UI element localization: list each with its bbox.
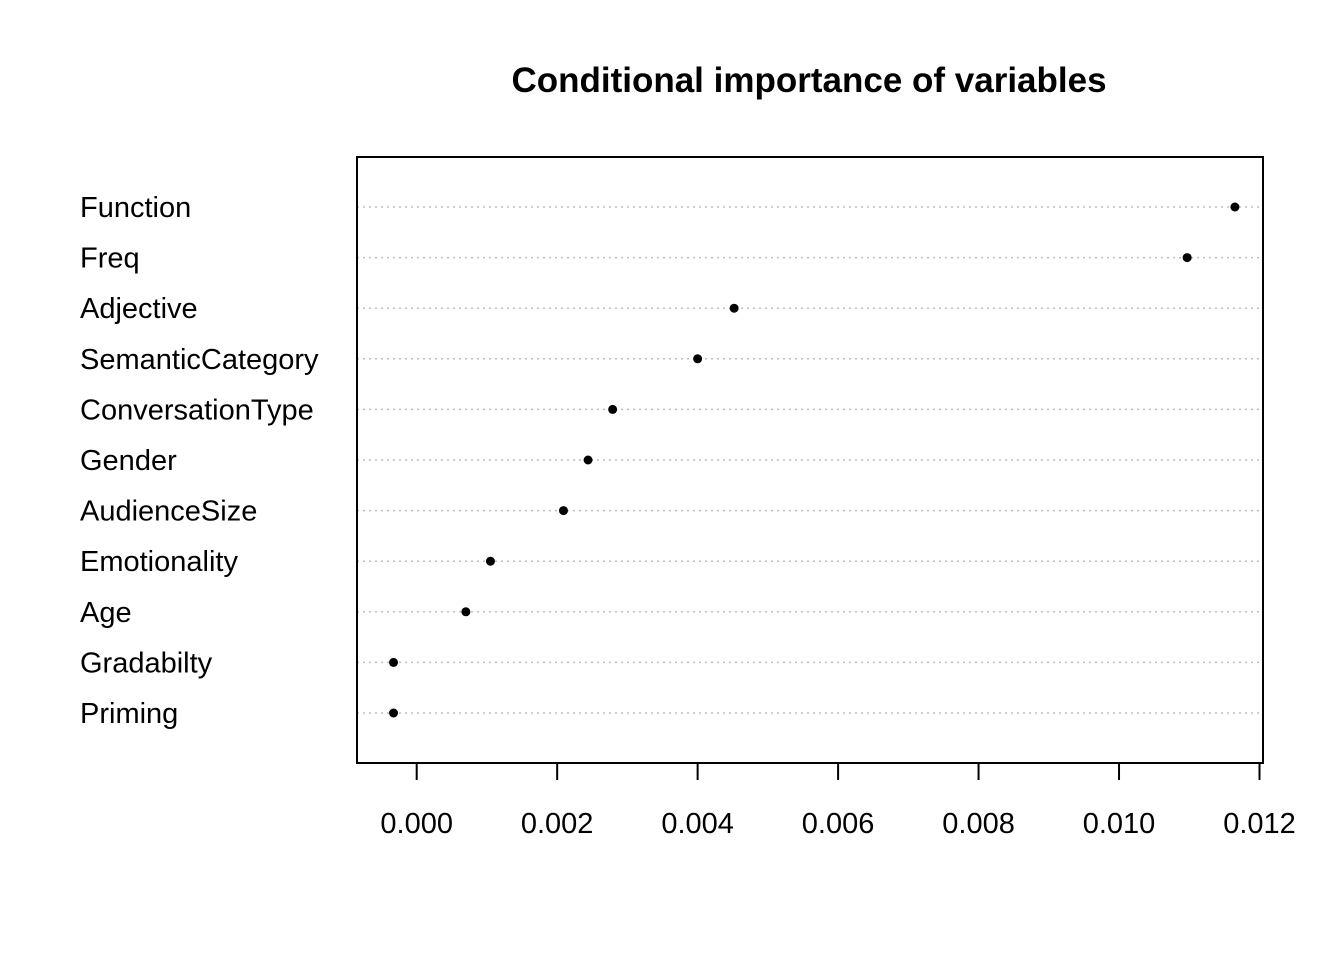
data-point	[1230, 203, 1239, 212]
variable-label: ConversationType	[80, 394, 314, 426]
variable-label: Priming	[80, 698, 178, 730]
x-tick-label: 0.000	[380, 808, 453, 840]
variable-label: Adjective	[80, 293, 198, 325]
x-tick-label: 0.010	[1083, 808, 1156, 840]
x-tick-label: 0.002	[521, 808, 594, 840]
chart-title: Conditional importance of variables	[511, 61, 1106, 100]
variable-label: Function	[80, 192, 191, 224]
x-tick-label: 0.006	[802, 808, 875, 840]
variable-label: AudienceSize	[80, 496, 257, 528]
variable-labels: Function Freq Adjective SemanticCategory Con…	[80, 192, 319, 730]
x-tick-label: 0.008	[942, 808, 1015, 840]
variable-label: Gradabilty	[80, 647, 213, 679]
x-tick-label: 0.012	[1223, 808, 1296, 840]
plot-frame	[357, 157, 1263, 763]
data-point	[1183, 253, 1192, 262]
data-point	[461, 607, 470, 616]
data-point	[389, 709, 398, 718]
variable-label: Age	[80, 597, 132, 629]
variable-label: SemanticCategory	[80, 344, 319, 376]
x-tick-label: 0.004	[661, 808, 734, 840]
data-point	[584, 456, 593, 465]
data-point	[608, 405, 617, 414]
variable-label: Gender	[80, 445, 177, 477]
data-point	[486, 557, 495, 566]
data-point	[730, 304, 739, 313]
data-point	[559, 506, 568, 515]
variable-label: Freq	[80, 243, 140, 275]
x-axis: 0.000 0.002 0.004 0.006 0.008 0.010 0.012	[380, 763, 1295, 840]
grid-lines	[357, 207, 1263, 713]
data-point	[389, 658, 398, 667]
data-point	[693, 354, 702, 363]
variable-label: Emotionality	[80, 546, 238, 578]
